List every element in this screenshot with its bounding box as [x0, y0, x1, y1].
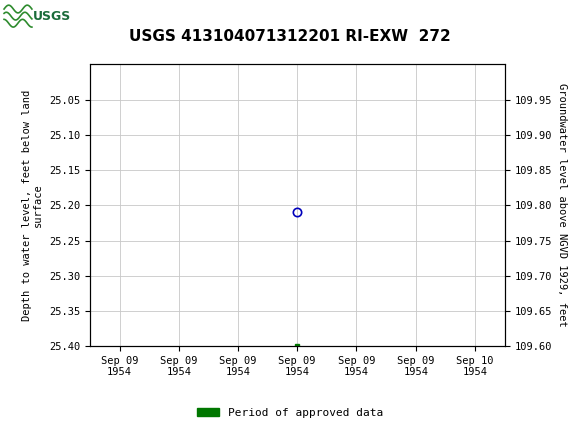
Legend: Period of approved data: Period of approved data	[193, 403, 387, 422]
Text: USGS 413104071312201 RI-EXW  272: USGS 413104071312201 RI-EXW 272	[129, 29, 451, 44]
Bar	[3, 3, 78, 30]
Y-axis label: Groundwater level above NGVD 1929, feet: Groundwater level above NGVD 1929, feet	[557, 83, 567, 327]
Y-axis label: Depth to water level, feet below land
surface: Depth to water level, feet below land su…	[22, 90, 44, 321]
Text: USGS: USGS	[33, 9, 71, 23]
